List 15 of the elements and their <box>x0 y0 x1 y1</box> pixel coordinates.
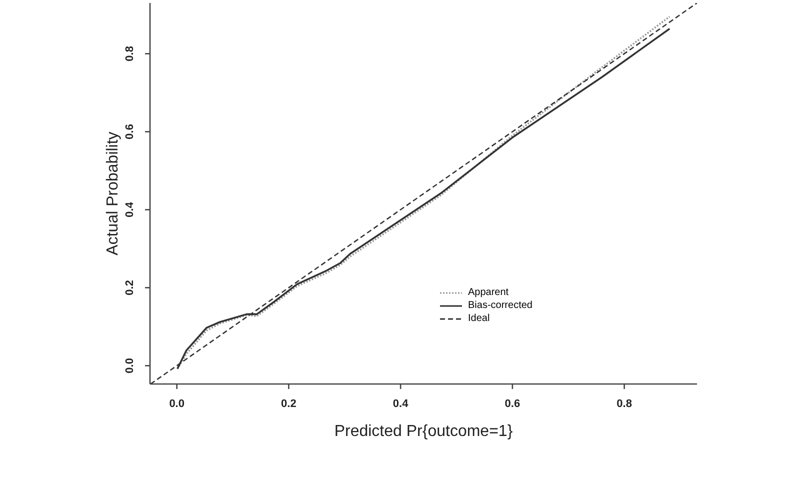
y-axis-title: Actual Probability <box>104 132 122 256</box>
legend-label: Apparent <box>468 287 509 298</box>
x-tick-label: 0.4 <box>392 398 410 410</box>
x-tick-label: 0.2 <box>281 398 296 410</box>
x-tick-label: 0.6 <box>504 398 520 410</box>
y-tick-label: 0.2 <box>124 280 136 296</box>
x-tick-label: 0.8 <box>616 398 632 410</box>
y-tick-label: 0.0 <box>124 358 136 374</box>
legend-label: Bias-corrected <box>468 300 532 311</box>
x-axis-title: Predicted Pr{outcome=1} <box>334 423 514 440</box>
y-tick-label: 0.6 <box>124 124 136 140</box>
x-tick-label: 0.0 <box>169 398 184 410</box>
legend-label: Ideal <box>468 313 490 324</box>
y-tick-label: 0.8 <box>124 46 136 62</box>
y-tick-label: 0.4 <box>124 201 136 218</box>
